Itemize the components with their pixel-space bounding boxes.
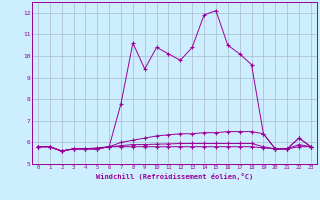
X-axis label: Windchill (Refroidissement éolien,°C): Windchill (Refroidissement éolien,°C) bbox=[96, 173, 253, 180]
